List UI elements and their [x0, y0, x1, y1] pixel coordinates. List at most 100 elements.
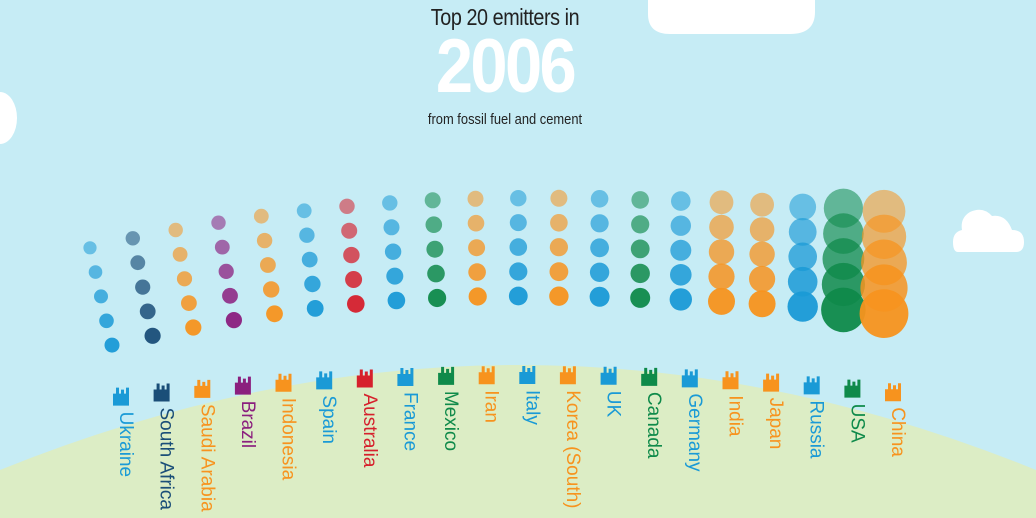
bubble-spain — [296, 203, 312, 219]
bubble-uk — [589, 262, 610, 282]
bubble-iran — [467, 214, 485, 232]
bubble-ukraine — [94, 289, 108, 304]
bubble-india — [708, 239, 735, 265]
bubble-germany — [670, 239, 692, 261]
country-label-spain: Spain — [318, 395, 339, 444]
bubble-india — [708, 287, 735, 315]
country-label-south-africa: South Africa — [156, 408, 177, 511]
bubble-iran — [468, 287, 487, 306]
country-label-mexico: Mexico — [440, 391, 461, 451]
factory-icon — [681, 369, 698, 388]
bubble-italy — [508, 286, 528, 306]
country-label-germany: Germany — [684, 393, 705, 472]
bubble-south-africa — [125, 231, 140, 246]
bubble-france — [382, 195, 398, 211]
bubble-australia — [341, 222, 358, 239]
bubble-italy — [509, 262, 528, 281]
bubble-spain — [299, 227, 315, 243]
bubble-japan — [748, 290, 776, 318]
bubble-uk — [590, 238, 609, 258]
country-label-russia: Russia — [806, 400, 827, 459]
bubble-india — [708, 263, 735, 290]
bubble-indonesia — [266, 305, 283, 323]
bubble-japan — [750, 192, 774, 217]
bubble-france — [384, 243, 402, 260]
bubble-brazil — [225, 312, 242, 329]
chart-title: Top 20 emitters in — [430, 4, 580, 30]
bubble-saudi-arabia — [168, 222, 183, 238]
chart-title-block: Top 20 emitters in 2006 from fossil fuel… — [400, 4, 610, 128]
country-label-indonesia: Indonesia — [278, 398, 299, 481]
bubble-australia — [343, 246, 360, 264]
bubble-russia — [787, 266, 818, 297]
bubble-mexico — [425, 216, 443, 233]
bubble-canada — [631, 191, 649, 209]
cloud-top — [648, 0, 815, 34]
bubble-italy — [509, 238, 528, 256]
factory-icon — [275, 373, 292, 392]
bubble-south-africa — [139, 303, 156, 320]
bubble-mexico — [424, 192, 441, 209]
factory-icon — [885, 383, 901, 402]
bubble-brazil — [218, 263, 234, 279]
bubble-germany — [671, 191, 691, 211]
bubble-south-africa — [135, 279, 151, 295]
country-label-canada: Canada — [643, 392, 664, 459]
bubble-japan — [749, 217, 775, 242]
factory-icon — [641, 367, 658, 386]
factory-icon — [438, 366, 455, 385]
factory-icon — [356, 369, 373, 388]
bubble-ukraine — [99, 313, 114, 329]
country-label-iran: Iran — [481, 390, 502, 423]
bubble-spain — [301, 251, 318, 268]
country-label-korea-south-: Korea (South) — [562, 390, 583, 508]
factory-icon — [234, 376, 251, 395]
bubble-russia — [788, 242, 817, 272]
bubble-south-africa — [144, 327, 161, 344]
country-label-saudi-arabia: Saudi Arabia — [196, 404, 217, 512]
factory-icon — [519, 366, 536, 384]
country-label-ukraine: Ukraine — [115, 412, 136, 477]
country-label-china: China — [887, 407, 908, 457]
bubble-canada — [631, 215, 650, 234]
bubble-brazil — [222, 287, 238, 304]
bubble-france — [383, 219, 400, 236]
bubble-indonesia — [256, 232, 273, 249]
bubble-indonesia — [263, 281, 280, 298]
bubble-ukraine — [83, 241, 97, 255]
bubble-brazil — [214, 239, 230, 255]
factory-icon — [559, 366, 576, 385]
bubble-italy — [509, 214, 527, 232]
country-label-usa: USA — [846, 404, 867, 443]
bubble-russia — [787, 291, 818, 322]
bubble-japan — [749, 265, 776, 293]
bubble-canada — [630, 287, 651, 308]
country-label-australia: Australia — [359, 394, 380, 468]
bubble-korea-south- — [550, 189, 568, 207]
factory-icon — [153, 383, 170, 402]
bubble-uk — [590, 190, 609, 208]
bubble-italy — [510, 190, 527, 207]
bubble-uk — [589, 286, 610, 307]
country-label-india: India — [725, 395, 746, 437]
bubble-korea-south- — [549, 238, 569, 257]
bubble-india — [709, 190, 734, 215]
bubble-india — [709, 214, 734, 240]
bubble-iran — [468, 263, 486, 281]
cloud-right — [953, 209, 1024, 252]
bubble-canada — [630, 263, 650, 284]
bubble-korea-south- — [549, 262, 569, 282]
factory-icon — [316, 371, 333, 390]
cloud-left — [0, 92, 17, 144]
bubble-germany — [669, 288, 692, 311]
bubble-indonesia — [253, 208, 269, 224]
bubble-mexico — [428, 288, 447, 308]
country-label-brazil: Brazil — [237, 401, 258, 449]
bubble-iran — [468, 239, 486, 257]
bubble-mexico — [426, 240, 444, 258]
bubble-china — [862, 189, 906, 233]
bubble-saudi-arabia — [172, 247, 188, 262]
factory-icon — [478, 366, 495, 385]
bubble-germany — [670, 215, 691, 236]
